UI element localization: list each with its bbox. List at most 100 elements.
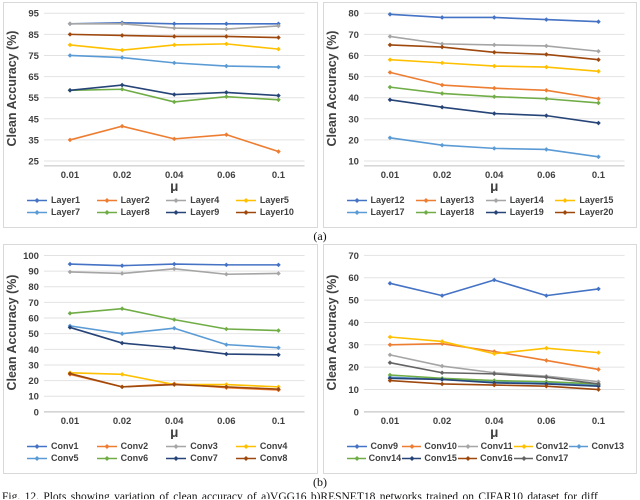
x-tick-label: 0.01 xyxy=(61,170,79,181)
series-marker-icon xyxy=(119,123,125,129)
series-marker-icon xyxy=(27,197,47,203)
legend-label: Conv1 xyxy=(51,441,79,451)
series-marker-icon xyxy=(423,209,429,215)
series-marker-icon xyxy=(67,88,73,93)
series-marker-icon xyxy=(543,43,549,49)
y-tick-label: 40 xyxy=(348,93,359,104)
series-marker-icon xyxy=(562,197,568,203)
series-marker-icon xyxy=(402,455,422,461)
series-marker-icon xyxy=(67,21,73,27)
series-marker-icon xyxy=(119,263,125,268)
y-tick-label: 95 xyxy=(28,9,39,20)
series-marker-icon xyxy=(235,443,256,449)
series-marker-icon xyxy=(276,345,281,351)
y-tick-label: 40 xyxy=(348,318,359,329)
y-axis-label: Clean Accuracy (%) xyxy=(324,31,338,147)
legend-label: Layer10 xyxy=(259,207,294,217)
series-marker-icon xyxy=(67,137,73,143)
series-marker-icon xyxy=(543,17,549,22)
legend-label: Layer17 xyxy=(370,207,405,217)
series-marker-icon xyxy=(387,97,392,103)
chart-bottom-right: 0 10 20 30 40 50 60 70 0.01 0.02 0.04 0.06 0.1 μ Clean… xyxy=(322,244,637,474)
chart-bottom-right-legend: Conv9 Conv10 Conv11 Conv12 Conv13 Conv14 Conv1… xyxy=(324,439,637,463)
legend-label: Conv8 xyxy=(259,453,288,463)
legend-item-Conv9: Conv9 xyxy=(346,441,402,451)
y-tick-label: 80 xyxy=(348,9,359,20)
series-marker-icon xyxy=(346,455,366,461)
series-marker-icon xyxy=(119,306,125,311)
series-marker-icon xyxy=(67,53,73,58)
y-tick-label: 30 xyxy=(348,340,359,351)
series-marker-icon xyxy=(387,84,392,90)
y-tick-label: 0 xyxy=(353,407,358,418)
series-marker-icon xyxy=(485,209,506,215)
series-marker-icon xyxy=(166,455,187,461)
legend-item-Layer14: Layer14 xyxy=(485,195,555,205)
series-marker-icon xyxy=(595,57,601,62)
legend-label: Layer9 xyxy=(190,207,220,217)
series-marker-icon xyxy=(387,352,392,358)
legend-label: Layer7 xyxy=(51,207,81,217)
legend-label: Layer1 xyxy=(51,195,81,205)
series-marker-icon xyxy=(387,12,392,17)
series-marker-icon xyxy=(235,455,256,461)
series-marker-icon xyxy=(513,443,533,449)
legend-label: Conv13 xyxy=(591,441,624,451)
series-marker-icon xyxy=(491,277,497,283)
chart-top-left-legend: Layer1 Layer2 Layer4 Layer5 Layer7 Layer8 Laye… xyxy=(4,193,317,217)
series-marker-icon xyxy=(595,154,601,160)
series-marker-icon xyxy=(543,64,549,70)
series-marker-icon xyxy=(224,342,229,347)
series-marker-icon xyxy=(409,455,415,461)
y-tick-label: 20 xyxy=(348,135,359,146)
series-marker-icon xyxy=(491,94,497,99)
legend-label: Conv2 xyxy=(120,441,149,451)
legend-label: Conv4 xyxy=(259,441,288,451)
legend-label: Layer4 xyxy=(190,195,220,205)
series-marker-icon xyxy=(243,443,249,449)
series-marker-icon xyxy=(555,197,576,203)
series-marker-icon xyxy=(171,25,177,31)
series-marker-icon xyxy=(224,63,229,69)
series-marker-icon xyxy=(96,455,117,461)
series-marker-icon xyxy=(439,142,444,148)
series-marker-icon xyxy=(543,293,549,298)
legend-item-Conv10: Conv10 xyxy=(401,441,457,451)
legend-item-Conv11: Conv11 xyxy=(457,441,513,451)
legend-item-Conv2: Conv2 xyxy=(96,441,166,451)
series-marker-icon xyxy=(491,111,497,116)
series-marker-icon xyxy=(224,326,229,332)
y-axis-label: Clean Accuracy (%) xyxy=(324,275,338,391)
legend-item-Layer8: Layer8 xyxy=(96,207,166,217)
panel-b-label: (b) xyxy=(313,475,327,489)
legend-item-Layer7: Layer7 xyxy=(26,207,96,217)
x-tick-label: 0.01 xyxy=(380,416,398,427)
legend-item-Conv7: Conv7 xyxy=(165,453,235,463)
series-marker-icon xyxy=(67,32,73,37)
series-marker-icon xyxy=(104,443,110,449)
legend-label: Conv15 xyxy=(424,453,457,463)
legend-label: Layer14 xyxy=(509,195,544,205)
chart-bottom-left-plot: 0 10 20 30 40 50 60 70 80 90 100 0.01 0.02 0.04 0.06 0.… xyxy=(5,251,305,439)
series-marker-icon xyxy=(171,60,177,66)
series-marker-icon xyxy=(543,147,549,152)
series-marker-icon xyxy=(224,26,229,32)
legend-label: Layer20 xyxy=(579,207,614,217)
series-marker-icon xyxy=(34,197,40,203)
series-marker-icon xyxy=(171,261,177,267)
series-marker-icon xyxy=(595,69,601,74)
series-marker-icon xyxy=(416,209,437,215)
legend-label: Conv11 xyxy=(480,441,513,451)
series-marker-icon xyxy=(562,209,568,215)
series-marker-icon xyxy=(243,209,249,215)
y-tick-label: 45 xyxy=(28,114,39,125)
x-tick-label: 0.02 xyxy=(113,170,131,181)
y-tick-label: 40 xyxy=(28,345,39,356)
series-marker-icon xyxy=(439,60,444,66)
x-axis-label: μ xyxy=(170,425,178,439)
series-marker-icon xyxy=(354,197,359,203)
y-tick-label: 70 xyxy=(348,30,359,41)
series-marker-icon xyxy=(387,42,392,48)
x-tick-label: 0.01 xyxy=(61,416,79,427)
series-marker-icon xyxy=(409,443,415,449)
